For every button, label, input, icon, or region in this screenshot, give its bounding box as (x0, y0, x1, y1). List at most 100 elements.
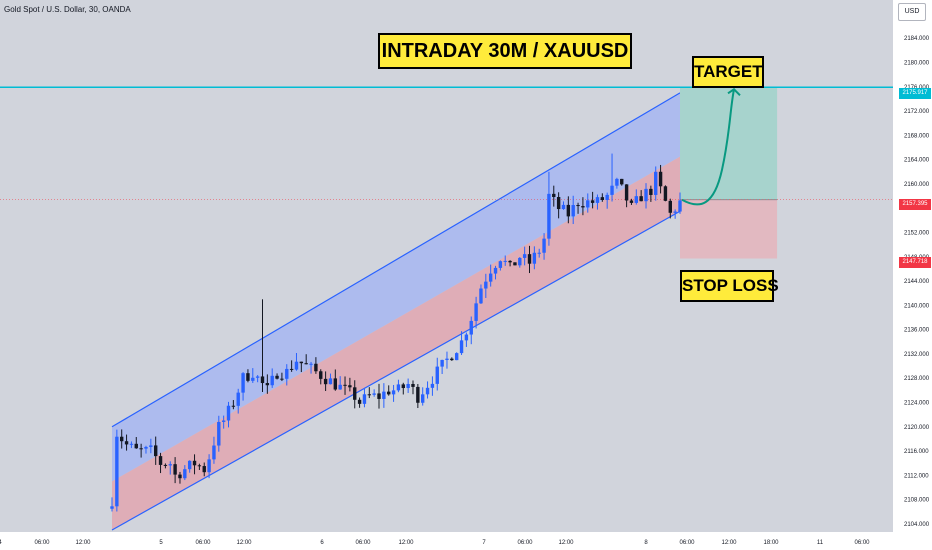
candle (124, 434, 129, 451)
candle-body (168, 464, 172, 466)
candle (454, 352, 459, 361)
candle-body (270, 375, 274, 386)
candle (348, 377, 352, 392)
candle (387, 385, 391, 396)
candle (416, 384, 420, 409)
candle-body (173, 464, 177, 475)
candle (522, 246, 527, 266)
candle (586, 193, 590, 213)
candle (270, 368, 274, 388)
candle (430, 376, 435, 396)
candle (639, 190, 643, 202)
candle (285, 364, 289, 386)
x-tick-label: 06:00 (34, 540, 50, 546)
channel-upper-fill (112, 92, 680, 482)
candle (552, 185, 556, 207)
candle (299, 361, 304, 373)
candle (600, 193, 605, 202)
candle (202, 462, 206, 477)
candle-body (654, 171, 658, 195)
candle-body (425, 387, 430, 395)
candle (231, 400, 236, 410)
candle-body (634, 196, 639, 203)
y-tick-label: 2108.000 (904, 498, 930, 504)
candle-body (484, 281, 488, 289)
candle-body (508, 260, 512, 263)
y-tick-label: 2176.000 (904, 85, 930, 91)
candle (469, 316, 473, 345)
candle-body (260, 376, 265, 384)
y-tick-label: 2112.000 (904, 473, 929, 479)
candle (464, 332, 469, 347)
candle-body (610, 185, 614, 195)
time-axis-panel (0, 532, 893, 550)
candle-body (314, 363, 318, 372)
candle (314, 357, 318, 374)
candle (260, 299, 265, 392)
candle-body (542, 238, 546, 253)
price-axis-panel (893, 0, 932, 550)
candle (503, 255, 507, 266)
candle (367, 387, 371, 399)
candle (323, 371, 328, 392)
candle (396, 379, 401, 393)
channel-upper-line (111, 92, 681, 428)
x-tick-label: 12:00 (236, 540, 252, 546)
x-tick-label: 06:00 (679, 540, 695, 546)
candle (183, 465, 187, 481)
symbol-title: Gold Spot / U.S. Dollar, 30, OANDA (4, 5, 131, 14)
candle (527, 245, 532, 274)
candle (450, 357, 454, 361)
candle-body (590, 200, 595, 203)
candle-body (547, 193, 551, 239)
candle-body (120, 436, 124, 442)
channel-lower-line (111, 210, 681, 531)
currency-selector[interactable]: USD (898, 3, 926, 21)
candle-body (479, 288, 483, 304)
candle-body (202, 466, 206, 473)
target-zone (680, 87, 778, 200)
candle (590, 191, 595, 209)
x-tick-label: 4 (0, 540, 2, 546)
candle-body (566, 204, 571, 217)
candle-body (319, 371, 323, 379)
candle-body (163, 464, 168, 466)
y-tick-label: 2184.000 (904, 36, 930, 42)
candle (610, 153, 614, 202)
candle (644, 183, 648, 209)
candle-body (416, 386, 420, 403)
candle (634, 189, 639, 205)
candle (187, 460, 192, 473)
candle-body (581, 206, 585, 208)
candle-body (221, 420, 226, 422)
candle-body (362, 394, 367, 404)
candle (255, 375, 260, 383)
projection-arrowhead (727, 88, 741, 96)
candle-body (571, 205, 575, 217)
candle-body (503, 260, 507, 262)
x-tick-label: 06:00 (355, 540, 371, 546)
candle (445, 351, 449, 369)
candle-body (668, 200, 672, 213)
candle (459, 331, 464, 355)
candle (435, 357, 439, 391)
x-tick-label: 06:00 (195, 540, 211, 546)
candle-body (217, 421, 221, 446)
candle (508, 260, 512, 267)
candle-body (377, 393, 381, 399)
candle-body (187, 460, 192, 470)
candle-body (624, 184, 629, 201)
candle (110, 497, 114, 512)
candle (275, 373, 279, 380)
candle-body (285, 368, 289, 379)
candle-body (275, 375, 279, 379)
candle (484, 273, 488, 298)
stop-price-tag: 2147.718 (899, 257, 931, 268)
candle (178, 471, 182, 484)
x-tick-label: 06:00 (517, 540, 533, 546)
candle (120, 429, 124, 449)
candle-body (663, 186, 668, 201)
candle-body (343, 384, 347, 386)
candle (139, 443, 143, 458)
